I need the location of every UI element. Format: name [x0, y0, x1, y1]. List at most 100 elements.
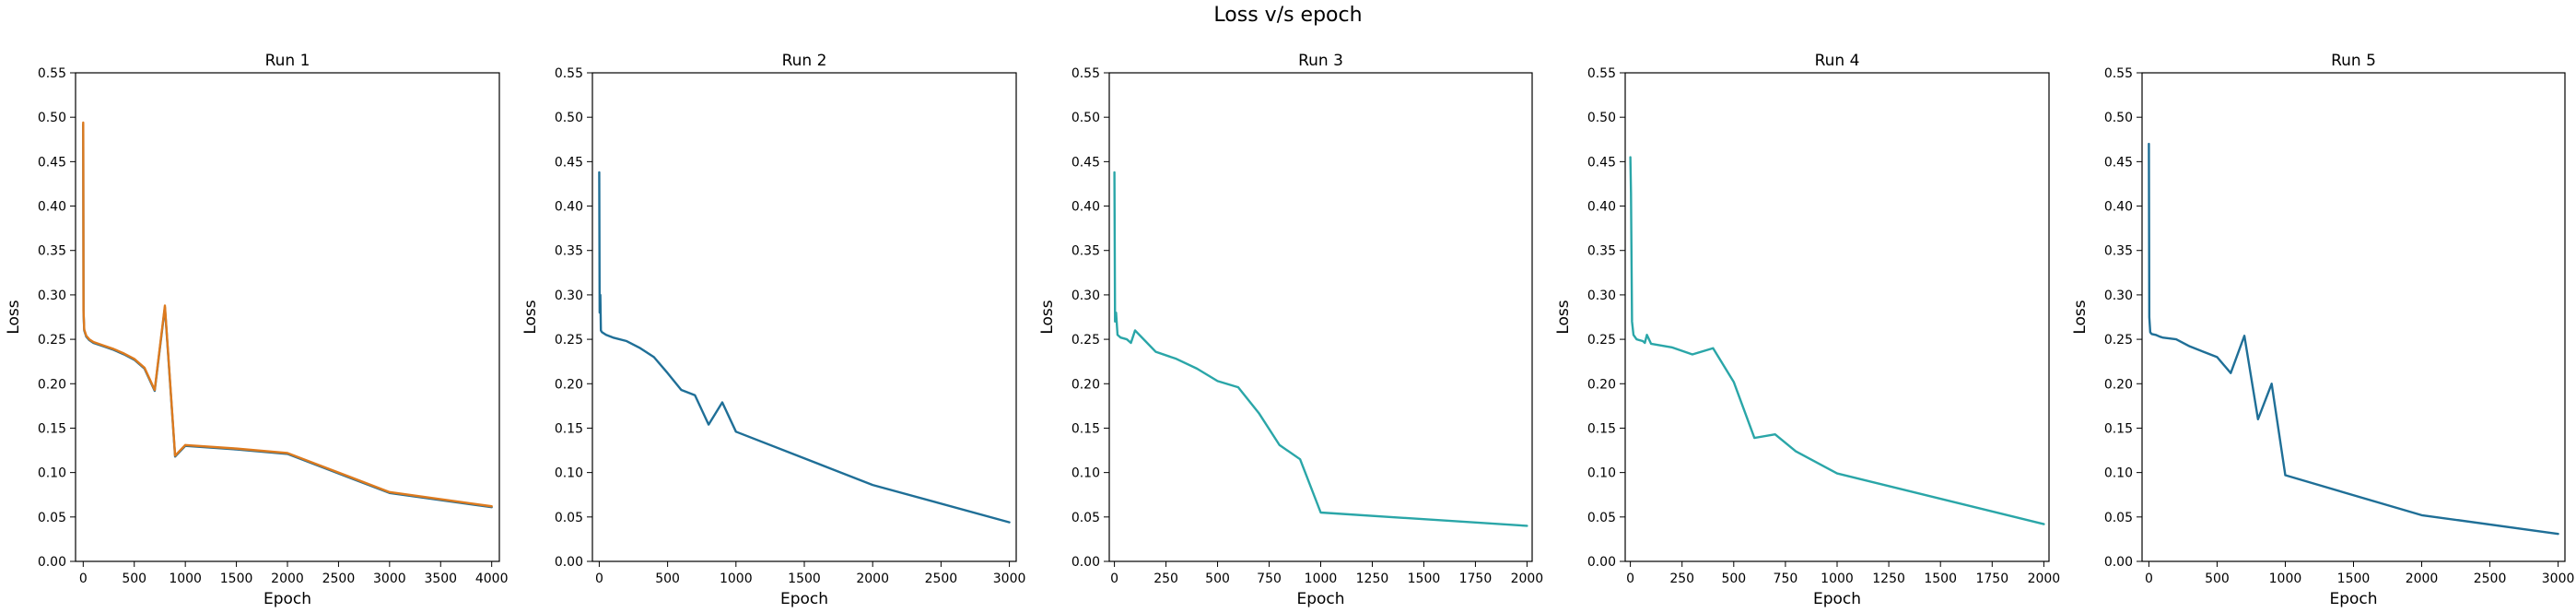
x-tick-label: 2000: [1511, 572, 1544, 586]
x-tick-label: 2500: [322, 572, 356, 586]
y-tick-label: 0.50: [2104, 111, 2133, 125]
subplot-title: Run 2: [782, 52, 827, 70]
y-tick-label: 0.25: [2104, 333, 2133, 348]
y-tick-label: 0.40: [1071, 200, 1100, 215]
y-tick-label: 0.30: [1587, 289, 1616, 303]
y-tick-label: 0.55: [1587, 66, 1616, 81]
x-tick-label: 500: [2205, 572, 2230, 586]
y-tick-label: 0.10: [2104, 466, 2133, 481]
x-tick-label: 3000: [993, 572, 1026, 586]
x-tick-label: 3000: [373, 572, 406, 586]
y-tick-label: 0.05: [555, 511, 583, 525]
y-tick-label: 0.40: [2104, 200, 2133, 215]
series-line-1: [2148, 142, 2559, 536]
subplot-title: Run 5: [2331, 52, 2376, 70]
x-tick-label: 1500: [788, 572, 821, 586]
x-tick-label: 2000: [271, 572, 304, 586]
axes-frame: [1624, 72, 2050, 562]
y-tick-label: 0.25: [555, 333, 583, 348]
x-axis-label: Epoch: [1813, 590, 1861, 608]
y-axis-label: Loss: [1554, 300, 1573, 334]
y-tick-label: 0.35: [2104, 244, 2133, 259]
y-tick-label: 0.25: [1071, 333, 1100, 348]
x-tick-label: 500: [1205, 572, 1230, 586]
y-tick-label: 0.50: [38, 111, 66, 125]
x-tick-label: 2500: [925, 572, 958, 586]
y-tick-label: 0.00: [38, 555, 66, 570]
axes-frame: [75, 72, 500, 562]
y-tick-label: 0.40: [1587, 200, 1616, 215]
y-tick-label: 0.10: [555, 466, 583, 481]
subplot-title: Run 4: [1815, 52, 1860, 70]
x-tick-label: 3500: [424, 572, 457, 586]
y-tick-label: 0.55: [2104, 66, 2133, 81]
y-tick-label: 0.30: [1071, 289, 1100, 303]
y-tick-label: 0.55: [555, 66, 583, 81]
x-tick-label: 1000: [2269, 572, 2302, 586]
x-tick-label: 1500: [1924, 572, 1957, 586]
y-axis-label: Loss: [1038, 300, 1057, 334]
subplot-run-4: 0 250 500 750 1000 1250 1500 1750 2000 0.00 0.05 0.…: [1554, 52, 2060, 608]
x-axis-label: Epoch: [263, 590, 311, 608]
x-tick-label: 750: [1774, 572, 1798, 586]
y-tick-label: 0.10: [1071, 466, 1100, 481]
y-tick-label: 0.15: [555, 421, 583, 436]
y-axis-label: Loss: [521, 300, 540, 334]
y-tick-label: 0.50: [555, 111, 583, 125]
y-tick-label: 0.05: [2104, 511, 2133, 525]
y-tick-label: 0.05: [1587, 511, 1616, 525]
x-tick-label: 2000: [2028, 572, 2061, 586]
x-tick-label: 1250: [1356, 572, 1389, 586]
y-tick-label: 0.40: [38, 200, 66, 215]
x-tick-label: 250: [1153, 572, 1178, 586]
y-tick-label: 0.20: [2104, 377, 2133, 392]
subplot-title: Run 3: [1298, 52, 1343, 70]
x-tick-label: 250: [1669, 572, 1694, 586]
y-tick-label: 0.45: [1071, 155, 1100, 170]
x-tick-label: 0: [595, 572, 603, 586]
y-tick-label: 0.40: [555, 200, 583, 215]
y-tick-label: 0.45: [38, 155, 66, 170]
subplot-run-2: 0 500 1000 1500 2000 2500 3000 0.00 0.05 0.10 0.15…: [521, 52, 1025, 608]
x-tick-label: 500: [655, 572, 680, 586]
x-tick-label: 0: [2145, 572, 2153, 586]
y-tick-label: 0.05: [1071, 511, 1100, 525]
series-line-1: [1629, 156, 2045, 525]
y-tick-label: 0.20: [38, 377, 66, 392]
y-tick-label: 0.10: [38, 466, 66, 481]
y-tick-label: 0.15: [2104, 421, 2133, 436]
y-tick-label: 0.45: [1587, 155, 1616, 170]
y-tick-label: 0.35: [38, 244, 66, 259]
series-line-1: [82, 123, 493, 509]
subplot-title: Run 1: [265, 52, 310, 70]
x-tick-label: 1500: [1408, 572, 1441, 586]
y-tick-label: 0.00: [1071, 555, 1100, 570]
y-tick-label: 0.15: [1071, 421, 1100, 436]
x-tick-label: 2000: [2406, 572, 2439, 586]
y-tick-label: 0.05: [38, 511, 66, 525]
y-tick-label: 0.20: [1071, 377, 1100, 392]
y-tick-label: 0.50: [1071, 111, 1100, 125]
axes-frame: [591, 72, 1017, 562]
x-tick-label: 0: [1626, 572, 1634, 586]
series-line-1: [598, 171, 1011, 524]
x-tick-label: 1000: [720, 572, 753, 586]
y-tick-label: 0.30: [2104, 289, 2133, 303]
subplot-run-5: 0 500 1000 1500 2000 2500 3000 0.00 0.05 0.10 0.15…: [2071, 52, 2574, 608]
x-tick-label: 1750: [1975, 572, 2008, 586]
axes-frame: [2141, 72, 2566, 562]
y-tick-label: 0.15: [1587, 421, 1616, 436]
x-axis-label: Epoch: [780, 590, 828, 608]
y-tick-label: 0.35: [555, 244, 583, 259]
x-tick-label: 0: [79, 572, 88, 586]
axes-frame: [1108, 72, 1533, 562]
y-tick-label: 0.00: [555, 555, 583, 570]
x-tick-label: 2500: [2474, 572, 2507, 586]
x-tick-label: 1250: [1872, 572, 1905, 586]
y-axis-label: Loss: [2071, 300, 2090, 334]
y-tick-label: 0.30: [38, 289, 66, 303]
x-tick-label: 0: [1110, 572, 1118, 586]
x-tick-label: 750: [1257, 572, 1282, 586]
y-axis-label: Loss: [5, 300, 23, 334]
